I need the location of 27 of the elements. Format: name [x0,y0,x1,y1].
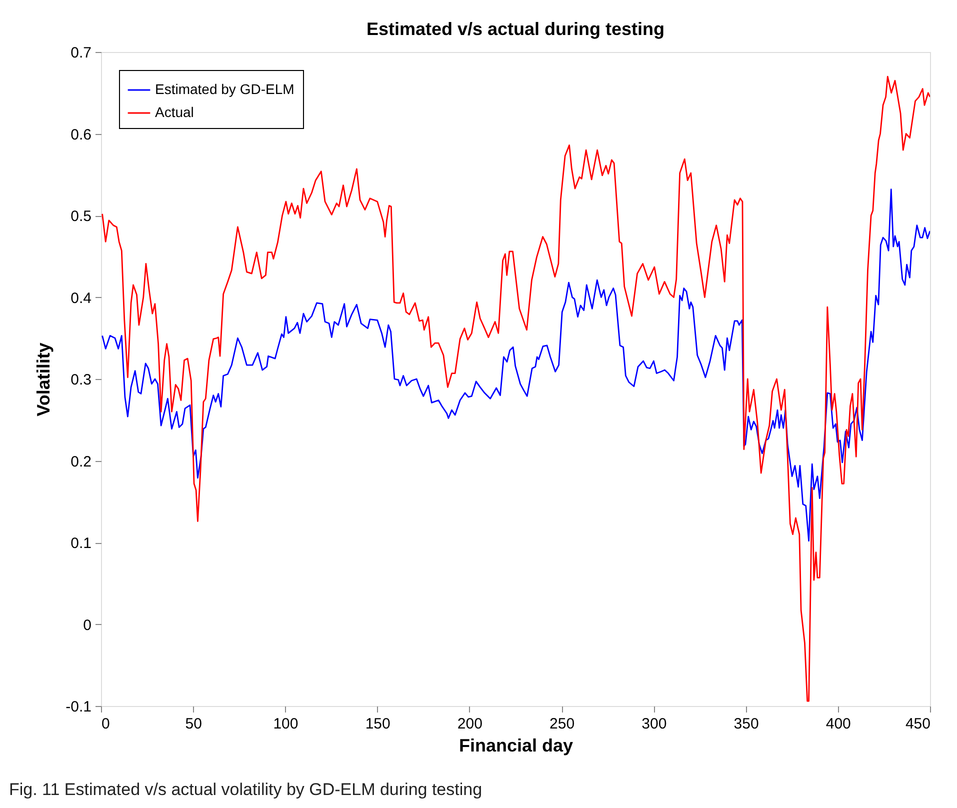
x-tick-label: 250 [550,716,575,732]
x-tick-label: 150 [365,716,390,732]
y-tick-label: 0 [83,616,92,634]
y-tick-label: 0.6 [70,126,92,144]
y-tick-label: 0.2 [70,453,92,470]
x-axis-title: Financial day [458,736,574,756]
legend-label: Estimated by GD-ELM [155,81,294,97]
x-tick-label: 100 [273,716,298,732]
y-axis-title: Volatility [34,342,54,416]
y-tick-label: 0.3 [70,372,92,388]
y-tick-label: 0.7 [70,44,92,62]
y-tick-label: 0.5 [70,208,92,225]
chart-title: Estimated v/s actual during testing [366,19,665,39]
line-series [102,188,930,542]
line-series [102,76,930,702]
x-tick-label: 300 [642,716,667,732]
x-tick-label: 50 [185,716,202,732]
x-tick-label: 200 [457,716,482,732]
y-tick-label: 0.1 [70,535,92,552]
y-tick-label: -0.1 [66,698,92,716]
x-tick-label: 450 [905,716,930,732]
legend-label: Actual [155,104,194,120]
x-tick-label: 350 [734,716,759,732]
x-tick-label: 400 [826,716,851,732]
x-tick-label: 0 [102,716,110,732]
y-tick-label: 0.4 [70,290,92,307]
caption: Fig. 11 Estimated v/s actual volatility by GD-ELM during testing [9,780,482,799]
